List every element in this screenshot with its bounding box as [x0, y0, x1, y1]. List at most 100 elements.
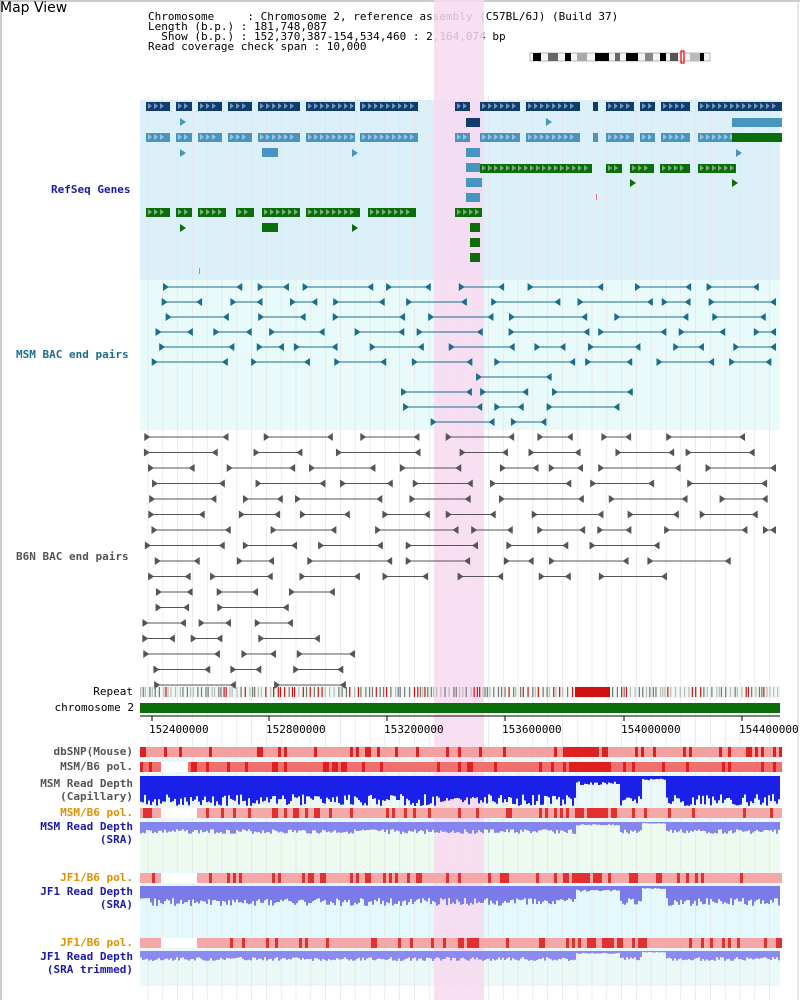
read-depth-bar [636, 886, 638, 905]
read-depth-bar [488, 951, 490, 959]
read-depth-bar [390, 951, 392, 958]
repeat-feature [645, 687, 648, 697]
read-depth-bar [204, 886, 206, 902]
gene-arrow [736, 149, 742, 157]
gene-arrow [614, 165, 618, 171]
read-depth-bar [540, 776, 542, 805]
read-depth-bar [480, 951, 482, 960]
heat-cell [725, 747, 728, 757]
read-depth-bar [230, 776, 232, 799]
read-depth-bar [142, 886, 144, 899]
read-depth-bar [524, 776, 526, 801]
read-depth-bar [186, 776, 188, 802]
read-depth-bar [174, 776, 176, 799]
read-depth-bar [484, 886, 486, 900]
heat-cell [152, 938, 155, 948]
track-label-msm-pol-1[interactable]: MSM/B6 pol. [60, 760, 133, 773]
heat-cell [176, 873, 179, 883]
heat-cell [392, 873, 395, 883]
read-depth-bar [686, 951, 688, 960]
read-depth-bar [578, 886, 580, 891]
read-depth-bar [738, 776, 740, 806]
heat-cell [737, 762, 740, 772]
read-depth-bar [294, 886, 296, 905]
repeat-feature [211, 687, 213, 697]
heat-cell [386, 762, 389, 772]
heat-cell [548, 873, 551, 883]
heat-cell [197, 762, 200, 772]
heat-cell [584, 762, 587, 772]
read-depth-bar [208, 822, 210, 833]
refseq-gene [306, 102, 355, 111]
read-depth-bar [742, 951, 744, 961]
heat-cell [713, 808, 716, 818]
track-label-jf1-depth[interactable]: JF1 Read Depth [40, 885, 133, 898]
read-depth-bar [440, 951, 442, 961]
read-depth-bar [540, 886, 542, 904]
heat-cell [464, 808, 467, 818]
gene-arrow [278, 134, 282, 140]
heat-cell [473, 873, 476, 883]
track-label-msm-depth-sra[interactable]: MSM Read Depth [40, 820, 133, 833]
track-label-msm-depth-cap[interactable]: MSM Read Depth [40, 777, 133, 790]
repeat-feature [354, 687, 356, 697]
heat-cell [683, 938, 686, 948]
read-depth-bar [434, 951, 436, 959]
heat-cell [617, 762, 620, 772]
read-depth-bar [662, 822, 664, 824]
track-label-msm-bac[interactable]: MSM BAC end pairs [16, 348, 129, 361]
gene-arrow [772, 103, 776, 109]
bac-end [741, 526, 748, 534]
read-depth-bar [658, 822, 660, 824]
heat-cell [419, 873, 422, 883]
heat-cell [629, 762, 632, 772]
read-depth-bar [190, 776, 192, 798]
read-depth-bar [562, 951, 564, 958]
read-depth-bar [146, 822, 148, 830]
heat-cell [488, 808, 491, 818]
heat-cell [560, 938, 563, 948]
heat-cell [179, 762, 182, 772]
repeat-feature [317, 687, 319, 697]
read-depth-bar [154, 776, 156, 800]
read-depth-bar [758, 822, 760, 832]
read-depth-bar [174, 951, 176, 960]
gene-arrow [530, 165, 534, 171]
heat-cell [701, 747, 704, 757]
bac-end [413, 433, 420, 441]
heat-cell [146, 938, 149, 948]
heat-cell [761, 938, 764, 948]
bac-end [488, 418, 495, 426]
heat-cell [386, 938, 389, 948]
read-depth-bar [550, 886, 552, 905]
heat-cell [407, 938, 410, 948]
track-label-jf1-depth-trim[interactable]: JF1 Read Depth [40, 950, 133, 963]
refseq-gene [606, 102, 634, 111]
gene-arrow [266, 103, 270, 109]
read-depth-bar [652, 776, 654, 780]
track-label-msm-pol-2[interactable]: MSM/B6 pol. [60, 806, 133, 819]
read-depth-bar [452, 776, 454, 800]
heat-cell [503, 873, 506, 883]
read-depth-bar [558, 822, 560, 834]
heat-cell [557, 747, 560, 757]
read-depth-bar [518, 776, 520, 806]
read-depth-bar [534, 951, 536, 961]
heat-cell [395, 762, 398, 772]
heat-cell [416, 938, 419, 948]
refseq-gene [146, 102, 170, 111]
track-label-jf1-pol-1[interactable]: JF1/B6 pol. [60, 871, 133, 884]
gene-arrow [626, 134, 630, 140]
track-label-jf1-pol-2[interactable]: JF1/B6 pol. [60, 936, 133, 949]
track-label-dbsnp[interactable]: dbSNP(Mouse) [53, 745, 133, 758]
heat-cell [218, 938, 221, 948]
track-label-refseq[interactable]: RefSeq Genes [51, 183, 131, 196]
read-depth-bar [742, 886, 744, 899]
track-label-b6n-bac[interactable]: B6N BAC end pairs [16, 550, 129, 563]
header-length: Length (b.p.) : 181,748,087 [148, 20, 327, 33]
heat-cell [332, 938, 335, 948]
read-depth-bar [698, 951, 700, 958]
heat-cell [386, 808, 389, 818]
read-depth-bar [528, 822, 530, 831]
